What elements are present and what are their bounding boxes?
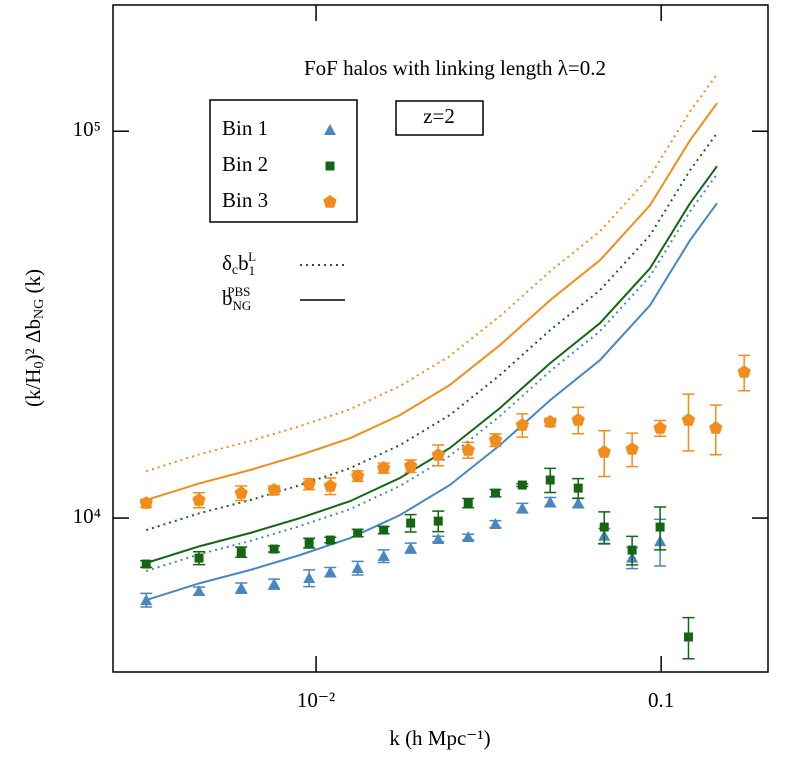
marker (139, 496, 153, 509)
marker (655, 522, 665, 532)
curve (145, 73, 718, 473)
marker (545, 475, 555, 485)
marker (463, 498, 473, 508)
marker (490, 488, 500, 498)
curve (145, 173, 718, 572)
legend-line-label: bNGPBS (222, 284, 251, 313)
curve (145, 102, 718, 502)
marker (325, 535, 335, 545)
marker (353, 528, 363, 538)
marker (625, 442, 639, 455)
marker (404, 459, 418, 472)
marker (599, 522, 609, 532)
marker (235, 582, 248, 594)
legend-marker (323, 195, 337, 208)
marker (323, 479, 337, 492)
y-axis-label: (k/H0)² ΔbNG (k) (21, 269, 47, 407)
marker (268, 578, 281, 590)
marker (192, 493, 206, 506)
chart-title: FoF halos with linking length λ=0.2 (304, 56, 606, 80)
marker (302, 477, 316, 490)
marker (433, 516, 443, 526)
marker (737, 365, 751, 378)
plot-frame (112, 4, 769, 673)
marker (544, 496, 557, 508)
marker (269, 544, 279, 554)
marker (140, 594, 153, 606)
marker (572, 497, 585, 509)
marker (573, 483, 583, 493)
marker (141, 559, 151, 569)
marker (193, 585, 206, 597)
annotation: z=2 (423, 104, 455, 128)
marker (543, 415, 557, 428)
marker (324, 566, 337, 578)
marker (571, 413, 585, 426)
marker (406, 518, 416, 528)
legend-label: Bin 3 (222, 188, 268, 212)
marker (709, 421, 723, 434)
x-axis-label: k (h Mpc⁻¹) (389, 726, 490, 750)
marker (461, 443, 475, 456)
marker (236, 547, 246, 557)
legend-marker (325, 161, 335, 171)
legend-label: Bin 1 (222, 116, 268, 140)
marker (515, 418, 529, 431)
marker (516, 502, 529, 514)
legend-marker (324, 124, 336, 135)
curve (145, 165, 718, 564)
x-tick-label: 0.1 (648, 688, 674, 712)
legend-box (209, 99, 358, 223)
marker (488, 433, 503, 446)
marker (489, 518, 502, 530)
marker (234, 486, 248, 499)
marker (431, 448, 445, 461)
marker (303, 572, 316, 584)
marker (462, 531, 475, 543)
marker (597, 445, 611, 458)
curve (145, 132, 718, 532)
marker (377, 461, 391, 474)
y-tick-label: 10⁴ (73, 504, 101, 528)
marker (377, 550, 390, 562)
curve (145, 202, 718, 602)
marker (681, 413, 696, 426)
marker (517, 480, 527, 490)
annotation-box (395, 100, 484, 136)
marker (404, 542, 417, 554)
marker (627, 545, 637, 555)
marker (267, 483, 281, 496)
marker (432, 533, 445, 545)
y-tick-label: 10⁵ (73, 117, 101, 141)
marker (304, 538, 314, 548)
marker (653, 421, 667, 434)
marker (683, 632, 693, 642)
legend-line-label: δcb1L (222, 249, 256, 278)
marker (351, 562, 364, 574)
marker (379, 525, 389, 535)
marker (194, 553, 204, 563)
x-tick-label: 10⁻² (297, 688, 335, 712)
marker (351, 469, 365, 482)
legend-label: Bin 2 (222, 152, 268, 176)
